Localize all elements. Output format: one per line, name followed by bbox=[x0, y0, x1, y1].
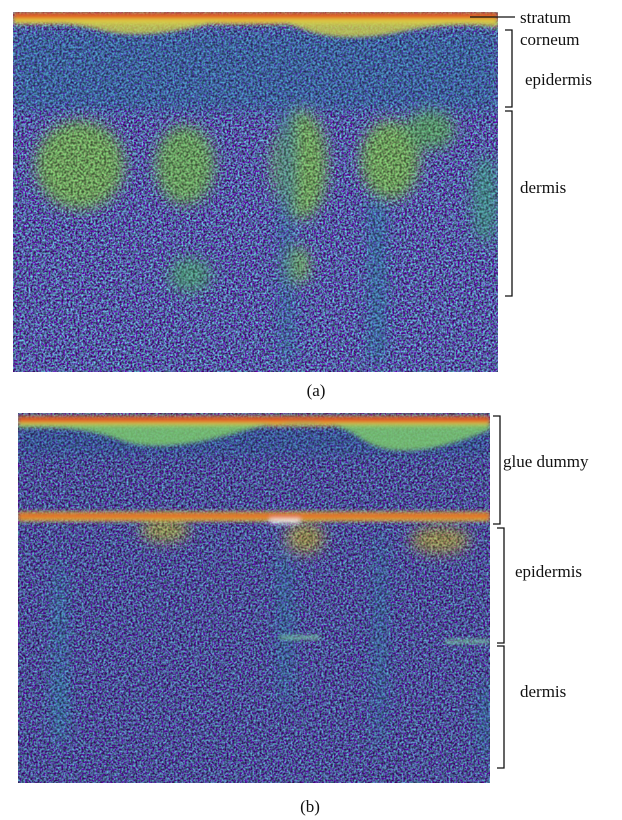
label: epidermis bbox=[515, 562, 583, 581]
label: dermis bbox=[520, 682, 567, 701]
label: dermis bbox=[520, 178, 567, 197]
oct-image-a bbox=[13, 12, 498, 372]
oct-image-b bbox=[18, 413, 490, 783]
brackets-b bbox=[493, 415, 505, 769]
label: stratum corneum bbox=[520, 8, 580, 49]
caption: (b) bbox=[300, 797, 320, 816]
brackets-a bbox=[470, 16, 515, 297]
label: glue dummy bbox=[503, 452, 589, 471]
label: epidermis bbox=[525, 70, 593, 89]
caption: (a) bbox=[306, 381, 326, 400]
